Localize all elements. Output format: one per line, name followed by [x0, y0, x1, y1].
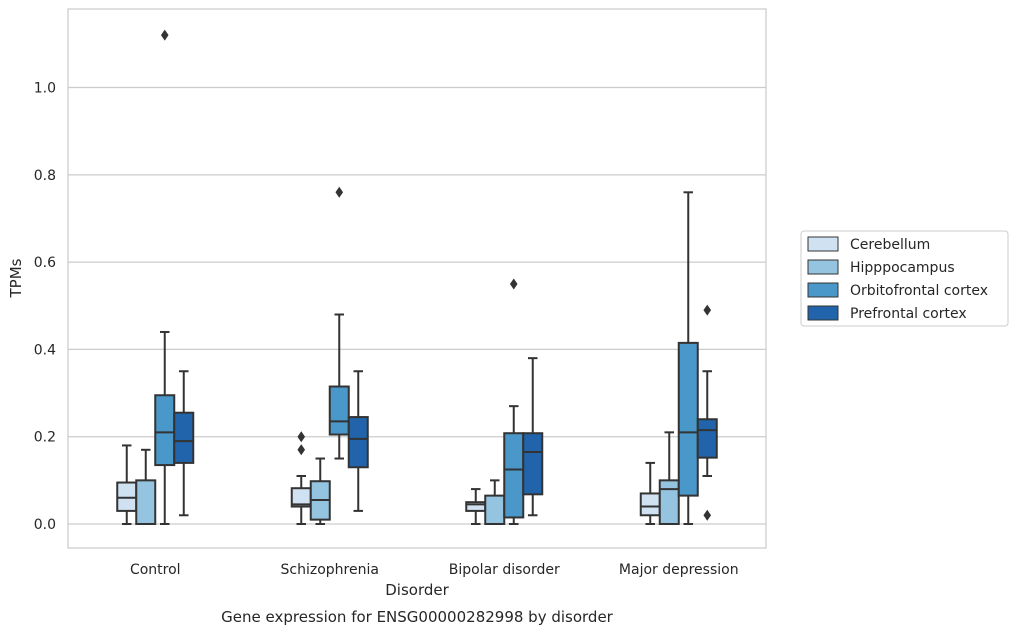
x-tick-label: Control	[130, 562, 181, 578]
box-3-1	[658, 431, 680, 525]
box-2-1	[484, 479, 506, 525]
box-iqr	[154, 394, 176, 467]
legend: Cerebellum Hipppocampus Orbitofrontal cort…	[800, 230, 1009, 327]
box-1-3	[347, 370, 369, 512]
box-3-3	[696, 304, 718, 521]
legend-label: Cerebellum	[850, 237, 930, 253]
y-axis-ticks: 0.0 0.2 0.4 0.6 0.8 1.0	[34, 81, 56, 533]
outlier-point	[335, 186, 344, 198]
box-iqr	[328, 385, 350, 436]
x-tick-label: Bipolar disorder	[449, 562, 560, 578]
y-tick-label: 0.6	[34, 255, 56, 271]
x-axis-ticks: Control Schizophrenia Bipolar disorder Majo…	[130, 562, 739, 578]
box-iqr	[696, 418, 718, 459]
box-2-2	[503, 278, 525, 525]
y-tick-label: 0.8	[34, 168, 56, 184]
box-0-0	[116, 444, 138, 525]
box-iqr	[677, 341, 699, 497]
box-0-2	[154, 29, 176, 525]
box-2-3	[522, 357, 544, 517]
box-iqr	[639, 492, 661, 517]
y-tick-label: 0.4	[34, 342, 56, 358]
x-tick-label: Major depression	[619, 562, 739, 578]
box-2-0	[465, 488, 487, 525]
plot-frame	[67, 8, 767, 549]
box-iqr	[658, 479, 680, 525]
box-1-0	[290, 431, 312, 525]
outlier-point	[703, 509, 712, 521]
legend-label: Hipppocampus	[850, 260, 955, 276]
outlier-point	[160, 29, 169, 41]
box-iqr	[347, 416, 369, 469]
box-3-2	[677, 191, 699, 525]
box-0-1	[135, 448, 157, 525]
legend-swatch	[807, 259, 839, 275]
box-iqr	[522, 432, 544, 496]
box-1-1	[309, 457, 331, 525]
x-axis-title: Disorder	[385, 581, 449, 599]
box-0-3	[173, 370, 195, 517]
outlier-point	[297, 431, 306, 443]
y-tick-label: 0.0	[34, 517, 56, 533]
outlier-point	[509, 278, 518, 290]
legend-swatch	[807, 282, 839, 298]
box-1-2	[328, 186, 350, 460]
y-axis-title: TPMs	[7, 258, 25, 298]
box-iqr	[173, 411, 195, 464]
box-iqr	[135, 479, 157, 525]
legend-swatch	[807, 305, 839, 321]
x-tick-label: Schizophrenia	[281, 562, 379, 578]
outlier-point	[297, 444, 306, 456]
box-iqr	[116, 481, 138, 512]
legend-frame	[800, 230, 1009, 327]
y-tick-label: 1.0	[34, 81, 56, 97]
box-iqr	[503, 432, 525, 519]
box-plots	[116, 29, 718, 525]
legend-label: Prefrontal cortex	[850, 306, 967, 322]
box-3-0	[639, 461, 661, 525]
outlier-point	[703, 304, 712, 316]
chart-caption: Gene expression for ENSG00000282998 by d…	[221, 608, 614, 626]
legend-label: Orbitofrontal cortex	[850, 283, 988, 299]
box-iqr	[484, 494, 506, 525]
y-tick-label: 0.2	[34, 430, 56, 446]
legend-swatch	[807, 236, 839, 252]
